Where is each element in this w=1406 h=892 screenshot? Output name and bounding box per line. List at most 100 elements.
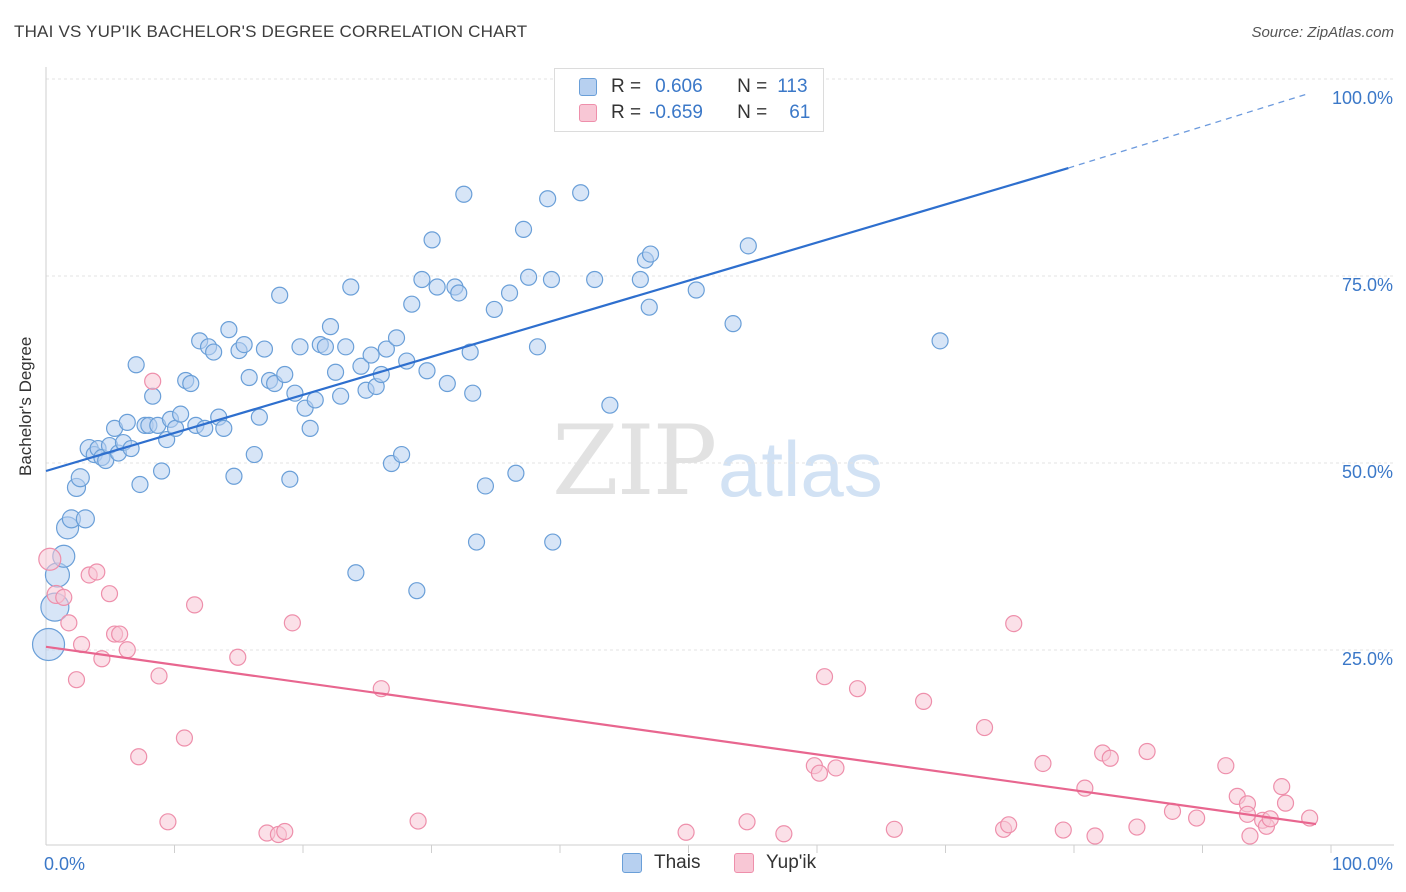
yupik-point [677,823,695,841]
thais-point [306,391,324,409]
legend-row-thais: R = 0.606 N = 113 [579,75,808,99]
yupik-point [815,668,834,686]
thais-point [640,298,658,316]
yupik-point [159,813,177,831]
thais-point [75,509,95,529]
thais-point [347,564,365,582]
yupik-point [1000,816,1018,834]
legend-item-thais[interactable]: Thais [622,852,700,874]
yupik-point [409,812,427,830]
thais-point [215,419,233,437]
thais-point [687,281,705,299]
thais-point [450,284,468,302]
yupik-point [130,748,148,766]
thais-point [245,445,263,464]
thais-point [476,477,495,495]
yupik-point [1241,827,1259,845]
yupik-point [1005,614,1023,633]
thais-point [291,338,309,356]
legend-r-label: R = [611,102,642,123]
thais-point [467,533,486,551]
yupik-point [1086,827,1104,845]
thais-point [362,346,380,364]
thais-point [316,338,334,356]
yupik-point [38,547,62,571]
thais-point [281,470,299,488]
series-legend: Thais Yup'ik [0,852,1406,878]
legend-r-value: -0.659 [649,102,703,123]
y-tick-label: 25.0% [1342,649,1393,669]
yupik-point [1054,821,1072,839]
thais-point [205,343,223,361]
thais-point [586,270,604,289]
yupik-point [229,648,247,666]
yupik-point [1128,818,1146,836]
thais-point [301,419,319,437]
x-tick-label: 0.0% [44,854,85,874]
thais-point [438,374,456,393]
thais-point [387,329,406,347]
yupik-point [1217,757,1235,775]
thais-trendline-extension [1068,92,1310,169]
thais-point [225,467,243,485]
thais-point [461,343,479,361]
thais-point [31,627,66,662]
yupik-point [1101,749,1119,767]
thais-point [631,270,649,289]
legend-label-thais: Thais [654,852,701,873]
thais-point [418,362,436,380]
thais-point [127,356,145,374]
thais-point [403,295,421,313]
yupik-point [1276,794,1295,812]
thais-point [326,363,345,381]
legend-swatch-thais [622,853,642,873]
thais-point [131,475,149,494]
thais-point [276,365,294,384]
thais-point [70,468,90,488]
yupik-point [975,718,994,737]
thais-point [393,445,411,464]
y-tick-label: 75.0% [1342,275,1393,295]
yupik-point [885,820,903,838]
yupik-point [185,596,204,614]
thais-point [182,374,200,393]
legend-swatch-yupik [579,104,597,122]
y-axis-label: Bachelor's Degree [16,336,35,476]
thais-point [235,335,253,354]
thais-point [423,231,441,249]
yupik-point [150,667,168,685]
thais-point [352,357,370,375]
thais-point [485,300,503,319]
legend-item-yupik[interactable]: Yup'ik [734,852,816,874]
thais-point [152,462,171,480]
thais-point [601,396,619,414]
thais-point [641,245,660,263]
thais-point [724,315,742,333]
thais-point [337,338,355,356]
chart-title: THAI VS YUP'IK BACHELOR'S DEGREE CORRELA… [14,22,528,41]
thais-point [931,332,949,350]
legend-n-value: 113 [777,76,808,97]
thais-point [255,340,274,358]
yupik-point [738,813,756,831]
yupik-point [1138,742,1156,761]
thais-point [539,190,557,208]
yupik-point [100,585,119,603]
thais-point [739,237,757,255]
legend-r-value: 0.606 [655,76,703,97]
yupik-point [88,563,106,581]
yupik-point [1273,778,1291,796]
yupik-point [1034,754,1052,773]
yupik-point [276,822,294,841]
source-label: Source: ZipAtlas.com [1251,24,1394,41]
yupik-point [1188,809,1206,827]
yupik-point [810,764,829,782]
legend-label-yupik: Yup'ik [766,852,817,873]
yupik-point [848,680,867,698]
yupik-point [144,372,162,390]
thais-point [542,270,561,289]
thais-point [250,408,268,426]
yupik-point [1076,779,1094,797]
watermark-zip: ZIP [552,405,717,517]
yupik-point [914,692,933,710]
